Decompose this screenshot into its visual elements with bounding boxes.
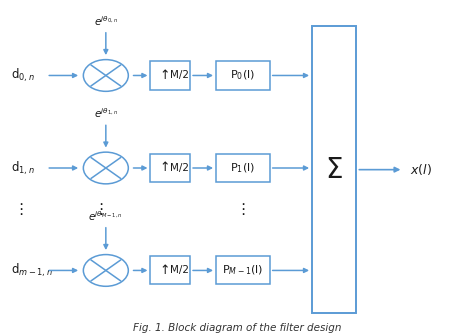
Bar (150, 154, 190, 182)
Bar (216, 256, 270, 285)
Text: ⋮: ⋮ (235, 202, 250, 217)
Bar (216, 154, 270, 182)
Text: d$_{m-1,n}$: d$_{m-1,n}$ (11, 262, 53, 279)
Text: ⋮: ⋮ (93, 202, 109, 217)
Text: P$_{1}$(l): P$_{1}$(l) (230, 161, 255, 175)
Text: P$_{M-1}$(l): P$_{M-1}$(l) (222, 264, 264, 277)
Text: ↑: ↑ (159, 69, 170, 82)
Text: d$_{1,n}$: d$_{1,n}$ (11, 159, 35, 177)
Text: M/2: M/2 (170, 265, 189, 276)
Text: $e^{j\theta_{0,n}}$: $e^{j\theta_{0,n}}$ (94, 14, 118, 28)
Text: M/2: M/2 (170, 163, 189, 173)
Text: P$_{0}$(l): P$_{0}$(l) (230, 69, 255, 82)
Text: ↑: ↑ (159, 264, 170, 277)
Text: $x(l)$: $x(l)$ (410, 162, 432, 177)
Text: $e^{j\theta_{M-1,n}}$: $e^{j\theta_{M-1,n}}$ (89, 209, 123, 222)
Text: Fig. 1. Block diagram of the filter design: Fig. 1. Block diagram of the filter desi… (133, 323, 341, 333)
Text: d$_{0,n}$: d$_{0,n}$ (11, 67, 35, 84)
Text: M/2: M/2 (170, 71, 189, 81)
Text: $e^{j\theta_{1,n}}$: $e^{j\theta_{1,n}}$ (94, 106, 118, 120)
Text: ⋮: ⋮ (13, 202, 28, 217)
Bar (150, 256, 190, 285)
Bar (150, 61, 190, 89)
Bar (216, 61, 270, 89)
Bar (312, 26, 356, 313)
Text: ↑: ↑ (159, 162, 170, 174)
Text: $\Sigma$: $\Sigma$ (325, 156, 343, 184)
